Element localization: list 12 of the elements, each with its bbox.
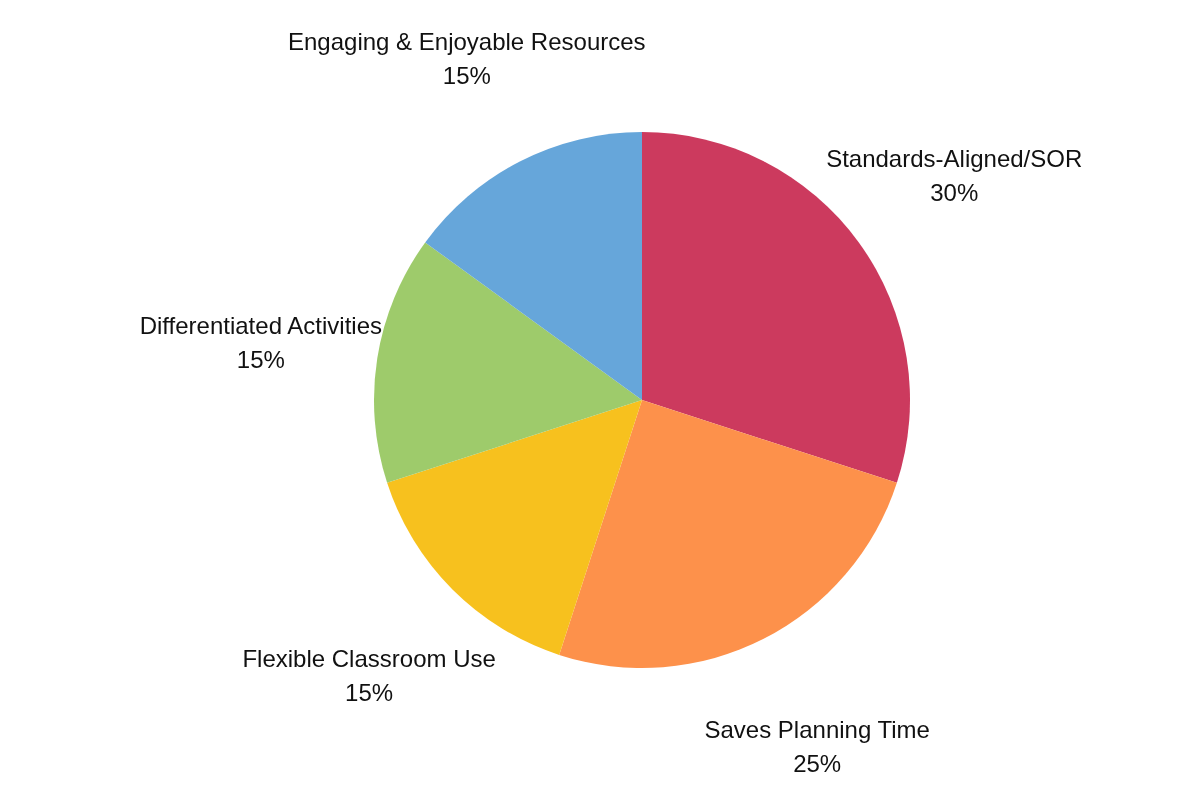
- data-label: 25%: [793, 749, 842, 777]
- slice-label: Standards-Aligned/SOR: [826, 145, 1083, 173]
- data-label: 15%: [236, 345, 285, 373]
- slice-label: Engaging & Enjoyable Resources: [288, 28, 646, 56]
- data-label: 15%: [442, 62, 491, 90]
- data-label: 15%: [345, 678, 394, 706]
- slice-label: Flexible Classroom Use: [242, 644, 496, 672]
- slice-label: Differentiated Activities: [139, 311, 382, 339]
- pie-slice: [559, 400, 897, 668]
- pie-slice: [425, 132, 642, 400]
- slice-label: Saves Planning Time: [704, 715, 930, 743]
- data-label: 30%: [930, 179, 979, 207]
